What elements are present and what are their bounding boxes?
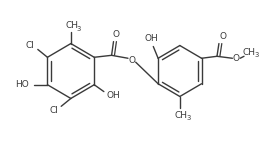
- Text: O: O: [233, 54, 240, 63]
- Text: 3: 3: [254, 52, 259, 58]
- Text: Cl: Cl: [49, 106, 58, 115]
- Text: OH: OH: [107, 91, 120, 100]
- Text: HO: HO: [16, 80, 29, 89]
- Text: OH: OH: [145, 34, 158, 43]
- Text: 3: 3: [76, 26, 81, 32]
- Text: O: O: [128, 56, 135, 65]
- Text: CH: CH: [65, 21, 78, 30]
- Text: 3: 3: [186, 115, 191, 121]
- Text: CH: CH: [174, 111, 187, 120]
- Text: Cl: Cl: [26, 41, 34, 50]
- Text: O: O: [113, 30, 120, 39]
- Text: O: O: [219, 32, 226, 41]
- Text: CH: CH: [242, 48, 255, 57]
